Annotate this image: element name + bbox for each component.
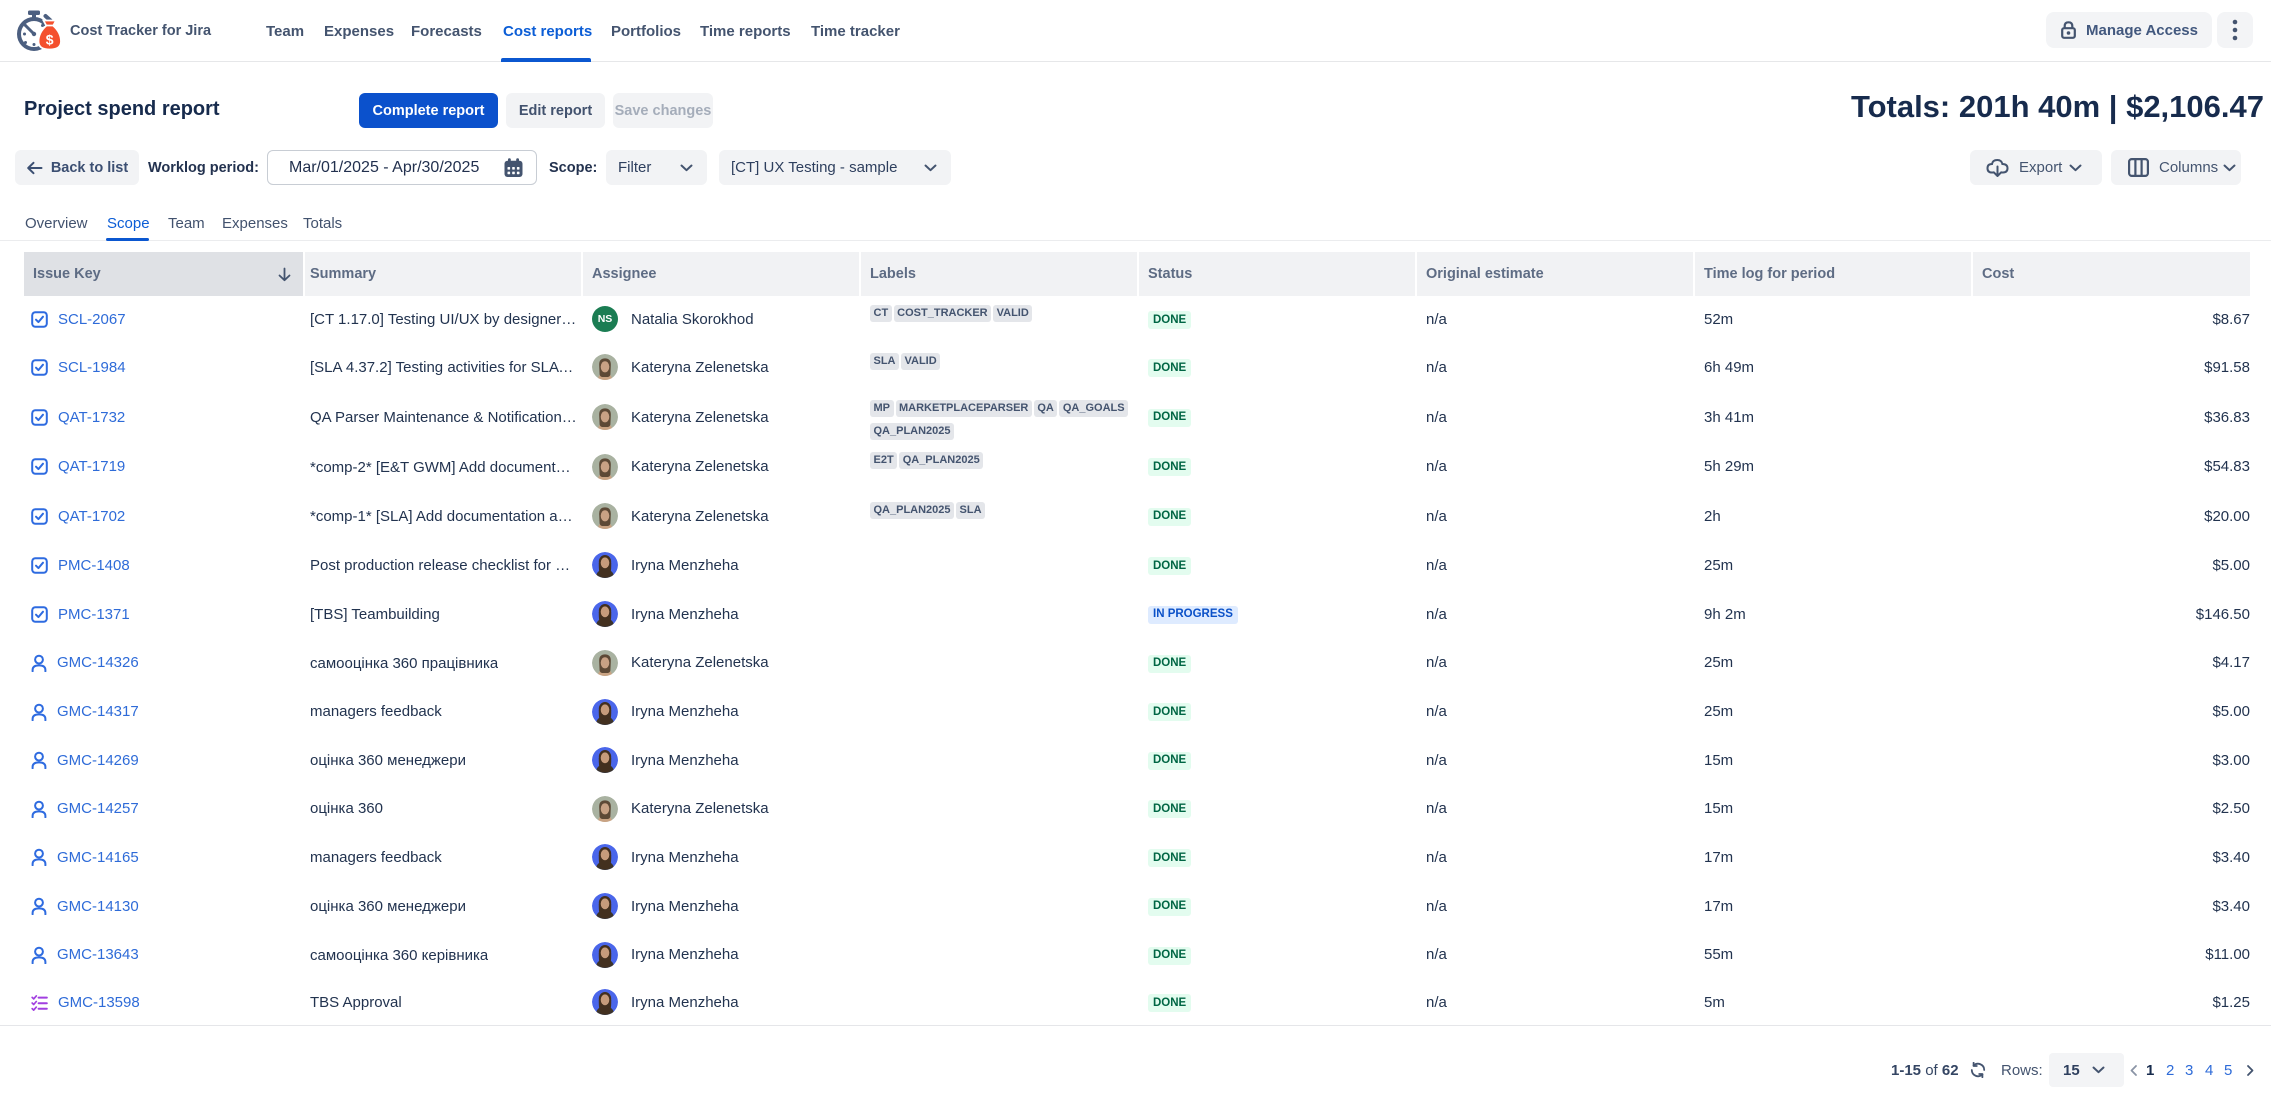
svg-text:$: $	[46, 32, 54, 48]
